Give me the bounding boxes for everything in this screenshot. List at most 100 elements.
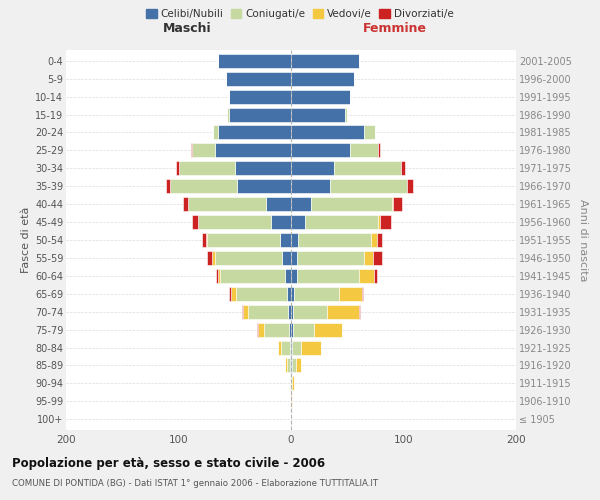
Text: Femmine: Femmine <box>362 22 427 35</box>
Bar <box>286 358 287 372</box>
Bar <box>301 340 322 354</box>
Bar <box>286 269 291 283</box>
Bar <box>377 215 380 229</box>
Bar <box>311 197 392 211</box>
Bar <box>166 179 170 193</box>
Bar <box>229 108 291 122</box>
Bar <box>271 215 291 229</box>
Bar <box>291 126 364 140</box>
Bar <box>345 108 347 122</box>
Bar <box>206 233 280 247</box>
Bar <box>291 287 295 301</box>
Bar <box>380 215 391 229</box>
Bar <box>192 215 197 229</box>
Bar <box>264 322 289 336</box>
Bar <box>292 358 296 372</box>
Bar <box>179 162 235 175</box>
Bar <box>291 394 292 408</box>
Bar <box>292 376 295 390</box>
Bar <box>291 108 345 122</box>
Bar <box>192 144 215 158</box>
Bar <box>235 162 291 175</box>
Bar <box>220 269 286 283</box>
Bar <box>401 162 404 175</box>
Bar <box>289 322 291 336</box>
Bar <box>295 287 340 301</box>
Bar <box>314 322 341 336</box>
Bar <box>334 162 401 175</box>
Bar <box>291 179 331 193</box>
Bar <box>248 304 287 318</box>
Bar <box>305 215 377 229</box>
Bar <box>287 287 291 301</box>
Bar <box>291 144 349 158</box>
Bar <box>232 287 236 301</box>
Bar <box>259 322 264 336</box>
Bar <box>298 233 371 247</box>
Bar <box>237 179 291 193</box>
Bar <box>229 90 291 104</box>
Bar <box>296 269 359 283</box>
Bar <box>191 144 192 158</box>
Bar <box>291 322 293 336</box>
Bar <box>241 304 242 318</box>
Bar <box>236 287 287 301</box>
Bar <box>183 197 187 211</box>
Bar <box>340 287 362 301</box>
Bar <box>364 126 376 140</box>
Bar <box>291 358 292 372</box>
Bar <box>257 322 259 336</box>
Bar <box>170 179 237 193</box>
Bar <box>282 251 291 265</box>
Bar <box>215 269 218 283</box>
Bar <box>291 233 298 247</box>
Y-axis label: Fasce di età: Fasce di età <box>20 207 31 273</box>
Legend: Celibi/Nubili, Coniugati/e, Vedovi/e, Divorziati/e: Celibi/Nubili, Coniugati/e, Vedovi/e, Di… <box>142 5 458 24</box>
Bar <box>291 54 359 68</box>
Bar <box>290 376 291 390</box>
Bar <box>227 108 229 122</box>
Bar <box>377 144 380 158</box>
Bar <box>291 162 334 175</box>
Bar <box>226 72 291 86</box>
Bar <box>218 54 291 68</box>
Bar <box>187 197 266 211</box>
Bar <box>371 233 377 247</box>
Bar <box>291 215 305 229</box>
Bar <box>291 251 296 265</box>
Bar <box>296 251 364 265</box>
Bar <box>215 251 282 265</box>
Bar <box>277 340 281 354</box>
Bar <box>293 322 314 336</box>
Bar <box>176 162 179 175</box>
Bar <box>197 215 271 229</box>
Bar <box>287 304 291 318</box>
Text: COMUNE DI PONTIDA (BG) - Dati ISTAT 1° gennaio 2006 - Elaborazione TUTTITALIA.IT: COMUNE DI PONTIDA (BG) - Dati ISTAT 1° g… <box>12 479 378 488</box>
Bar <box>407 179 413 193</box>
Bar <box>359 269 374 283</box>
Bar <box>214 126 218 140</box>
Y-axis label: Anni di nascita: Anni di nascita <box>578 198 589 281</box>
Bar <box>281 340 290 354</box>
Bar <box>290 340 291 354</box>
Text: Popolazione per età, sesso e stato civile - 2006: Popolazione per età, sesso e stato civil… <box>12 458 325 470</box>
Bar <box>291 304 293 318</box>
Bar <box>291 340 292 354</box>
Bar <box>280 233 291 247</box>
Bar <box>293 304 327 318</box>
Bar <box>218 126 291 140</box>
Bar <box>377 233 382 247</box>
Bar <box>212 251 215 265</box>
Text: Maschi: Maschi <box>163 22 212 35</box>
Bar <box>291 376 292 390</box>
Bar <box>374 269 377 283</box>
Bar <box>215 144 291 158</box>
Bar <box>291 269 296 283</box>
Bar <box>364 251 373 265</box>
Bar <box>287 358 290 372</box>
Bar <box>292 340 301 354</box>
Bar <box>266 197 291 211</box>
Bar <box>327 304 359 318</box>
Bar <box>291 197 311 211</box>
Bar <box>373 251 382 265</box>
